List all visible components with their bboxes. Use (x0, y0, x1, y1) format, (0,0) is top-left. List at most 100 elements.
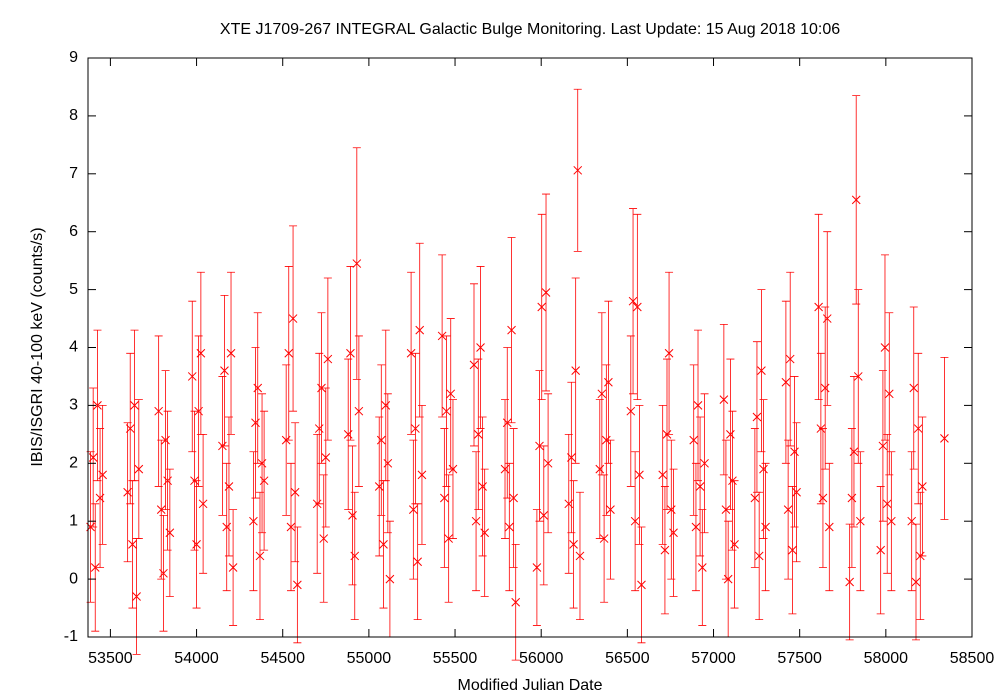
data-point (824, 522, 834, 532)
x-tick-label: 58500 (950, 650, 995, 667)
y-tick-label: 3 (69, 397, 78, 414)
data-point (633, 302, 642, 312)
y-tick-label: 2 (69, 455, 78, 472)
data-point (220, 366, 229, 376)
data-point (222, 522, 232, 532)
y-tick-label: 4 (69, 339, 78, 356)
data-point (346, 348, 355, 358)
plot-area (86, 88, 949, 661)
data-point (194, 406, 203, 416)
data-point (161, 435, 170, 445)
data-point (781, 377, 791, 387)
x-axis-label: Modified Julian Date (458, 677, 603, 694)
data-point (413, 557, 423, 567)
data-point (878, 441, 888, 451)
data-point (480, 528, 490, 538)
data-point (253, 383, 263, 393)
x-tick-label: 57500 (777, 650, 822, 667)
data-point (575, 551, 585, 561)
data-point (604, 377, 613, 387)
data-point (752, 412, 762, 422)
data-point (134, 464, 144, 474)
data-point (814, 302, 823, 312)
data-point (541, 288, 551, 297)
y-tick-label: 5 (69, 281, 78, 298)
data-point (165, 528, 175, 538)
data-point (628, 296, 638, 306)
data-point (761, 522, 770, 532)
data-point (187, 372, 197, 381)
data-point (730, 540, 739, 549)
data-point (314, 424, 324, 433)
data-point (571, 366, 581, 376)
data-point (284, 348, 294, 358)
data-point (759, 464, 768, 474)
data-point (822, 314, 832, 323)
data-point (700, 458, 709, 468)
data-point (471, 516, 481, 526)
y-tick-label: 6 (69, 223, 78, 240)
x-tick-label: 57000 (691, 650, 736, 667)
data-point (820, 383, 830, 393)
data-point (757, 366, 766, 376)
data-point (785, 354, 795, 364)
data-point (851, 195, 861, 205)
data-point (376, 435, 386, 445)
y-tick-label: 1 (69, 512, 78, 529)
data-point (918, 482, 927, 491)
data-point (788, 545, 797, 555)
data-point (374, 482, 384, 491)
data-point (249, 516, 258, 526)
x-tick-label: 55500 (433, 650, 478, 667)
data-point (350, 551, 360, 561)
data-point (909, 383, 919, 393)
y-tick-label: 9 (69, 49, 78, 66)
data-point (90, 563, 100, 572)
data-point (847, 493, 857, 503)
data-point (500, 464, 510, 474)
data-point (911, 577, 921, 587)
data-point (93, 401, 102, 410)
data-point (130, 401, 139, 410)
data-point (192, 540, 201, 549)
data-point (669, 528, 678, 538)
data-point (198, 499, 208, 509)
y-tick-label: 8 (69, 107, 78, 124)
data-point (411, 424, 420, 433)
chart-title: XTE J1709-267 INTEGRAL Galactic Bulge Mo… (220, 21, 840, 38)
data-point (442, 406, 451, 416)
y-tick-label: -1 (64, 628, 78, 645)
x-tick-label: 54500 (260, 650, 305, 667)
data-point (595, 464, 605, 474)
data-point (228, 563, 238, 572)
data-point (406, 348, 416, 358)
x-tick-label: 55000 (347, 650, 392, 667)
data-point (321, 453, 331, 462)
data-point (259, 476, 269, 486)
data-point (599, 534, 609, 543)
data-point (257, 458, 267, 468)
data-point (317, 383, 326, 393)
data-point (719, 395, 729, 404)
data-point (940, 434, 949, 443)
data-point (293, 580, 302, 590)
data-point (156, 505, 166, 514)
data-point (723, 574, 733, 584)
data-point (539, 511, 549, 520)
data-point (535, 441, 544, 451)
data-point (415, 325, 425, 335)
data-point (569, 540, 578, 549)
data-point (626, 406, 636, 416)
x-tick-label: 54000 (174, 650, 219, 667)
data-point (884, 389, 894, 399)
data-point (226, 348, 236, 358)
data-point (754, 551, 764, 561)
y-axis-label: IBIS/ISGRI 40-100 keV (counts/s) (29, 227, 46, 466)
data-point (666, 505, 676, 514)
x-tick-label: 56500 (605, 650, 650, 667)
data-point (154, 406, 164, 416)
y-tick-label: 7 (69, 165, 78, 182)
data-point (323, 354, 333, 364)
data-point (196, 348, 206, 358)
